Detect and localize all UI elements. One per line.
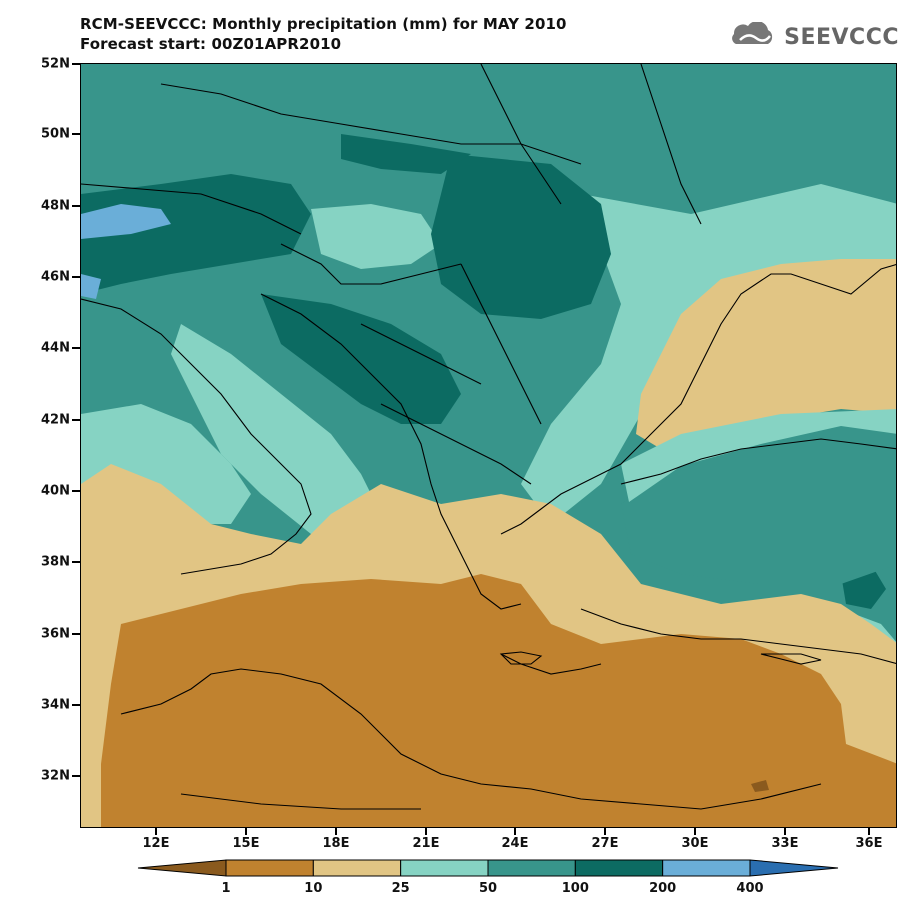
colorbar-level-label: 10 (304, 881, 322, 896)
colorbar-segment (400, 859, 489, 877)
map-canvas (81, 64, 896, 827)
lat-label: 42N (41, 412, 70, 428)
lon-label: 18E (322, 836, 350, 851)
zone-1-10-med (101, 574, 896, 827)
lon-tick (245, 828, 247, 835)
lat-tick (72, 419, 80, 421)
lon-tick (694, 828, 696, 835)
lat-label: 48N (41, 198, 70, 214)
logo-text: SEEVCCC (784, 24, 899, 50)
lat-tick (72, 63, 80, 65)
precipitation-map (80, 63, 897, 828)
lon-tick (868, 828, 870, 835)
lat-label: 36N (41, 626, 70, 642)
zone-10-25-blacksea (636, 259, 896, 449)
lat-tick (72, 347, 80, 349)
zone-50-100-anatolia (621, 424, 896, 584)
lat-label: 50N (41, 126, 70, 142)
lat-tick (72, 561, 80, 563)
lat-label: 32N (41, 768, 70, 784)
title-line-2: Forecast start: 00Z01APR2010 (80, 35, 342, 53)
colorbar-level-label: 25 (392, 881, 410, 896)
coastlines (81, 64, 896, 810)
lat-tick (72, 704, 80, 706)
colorbar-arrow-low (137, 859, 227, 877)
colorbar-level-label: 200 (649, 881, 676, 896)
lon-label: 12E (142, 836, 170, 851)
lon-tick (514, 828, 516, 835)
lon-label: 33E (771, 836, 799, 851)
zone-0-1-spot (751, 780, 769, 792)
map-title: RCM-SEEVCCC: Monthly precipitation (mm) … (80, 14, 567, 54)
colorbar: 1 10 25 50 100 200 400 (0, 856, 913, 916)
colorbar-segment (487, 859, 576, 877)
lat-label: 52N (41, 56, 70, 72)
colorbar-arrow-high (749, 859, 839, 877)
lon-tick (604, 828, 606, 835)
colorbar-level-label: 1 (221, 881, 230, 896)
zone-100-200-romania (431, 154, 611, 319)
lon-label: 27E (591, 836, 619, 851)
zone-200-400-alps-2 (81, 274, 101, 299)
lat-tick (72, 205, 80, 207)
lon-label: 15E (232, 836, 260, 851)
lon-tick (155, 828, 157, 835)
colorbar-segment (312, 859, 402, 877)
lat-tick (72, 276, 80, 278)
zone-200-400-alps (81, 204, 171, 239)
title-line-1: RCM-SEEVCCC: Monthly precipitation (mm) … (80, 15, 567, 33)
colorbar-segment (574, 859, 664, 877)
lon-tick (335, 828, 337, 835)
colorbar-level-label: 100 (562, 881, 589, 896)
lon-label: 36E (855, 836, 883, 851)
lat-tick (72, 775, 80, 777)
colorbar-level-label: 50 (479, 881, 497, 896)
lat-label: 38N (41, 554, 70, 570)
lat-tick (72, 133, 80, 135)
lat-label: 34N (41, 697, 70, 713)
lon-tick (784, 828, 786, 835)
zone-25-50-anatolia-edge (621, 409, 896, 502)
lat-label: 44N (41, 340, 70, 356)
zone-100-200-balkans (261, 294, 461, 424)
colorbar-level-label: 400 (736, 881, 763, 896)
colorbar-segment (225, 859, 314, 877)
lon-label: 24E (501, 836, 529, 851)
seevccc-logo: SEEVCCC (726, 21, 899, 52)
lat-label: 46N (41, 269, 70, 285)
lon-label: 21E (412, 836, 440, 851)
colorbar-svg: 1 10 25 50 100 200 400 (137, 859, 839, 896)
lon-tick (425, 828, 427, 835)
lat-tick (72, 633, 80, 635)
zone-100-200-alps (81, 174, 311, 294)
zone-25-50-hungary (311, 204, 441, 269)
lon-label: 30E (681, 836, 709, 851)
lat-label: 40N (41, 483, 70, 499)
lat-tick (72, 490, 80, 492)
zone-25-50-adriatic (171, 324, 381, 544)
colorbar-segment (662, 859, 751, 877)
cloud-icon (726, 21, 778, 52)
zone-100-200-north (341, 134, 471, 174)
